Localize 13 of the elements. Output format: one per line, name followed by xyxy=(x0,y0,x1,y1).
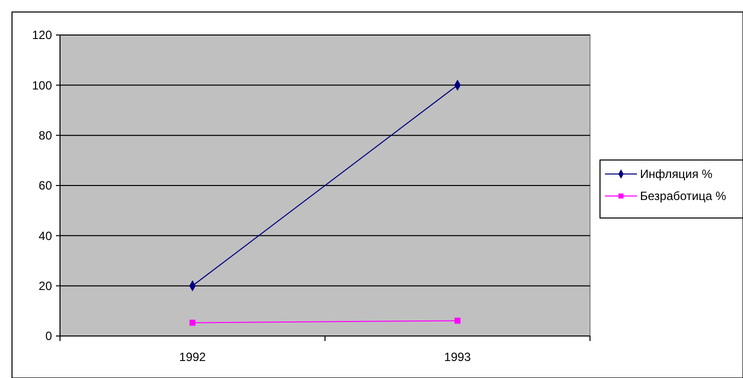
point xyxy=(454,318,460,324)
y-tick-label: 20 xyxy=(38,279,52,294)
x-tick-label: 1993 xyxy=(444,350,472,364)
y-tick-label: 60 xyxy=(38,178,52,193)
y-tick-label: 80 xyxy=(38,128,52,143)
y-tick-label: 100 xyxy=(32,78,52,92)
point xyxy=(190,320,196,326)
legend-label: Инфляция % xyxy=(640,167,713,182)
legend-label: Безработица % xyxy=(640,189,726,204)
x-tick-label: 1992 xyxy=(179,350,206,364)
y-tick-label: 0 xyxy=(45,329,52,344)
y-tick-label: 120 xyxy=(32,28,52,42)
y-tick-label: 40 xyxy=(38,228,52,243)
